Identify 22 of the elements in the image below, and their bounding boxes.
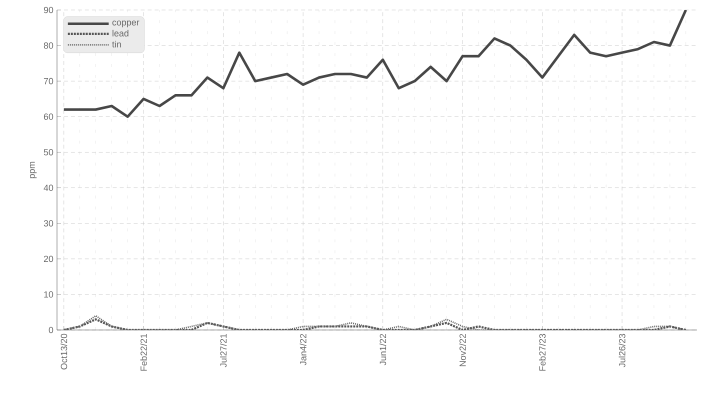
- x-tick-label: Feb22/21: [140, 334, 147, 371]
- legend-label: lead: [112, 30, 128, 36]
- y-tick-label: 80: [44, 42, 54, 49]
- y-tick-label: 30: [44, 220, 54, 227]
- x-tick-label: Nov2/22: [459, 334, 466, 366]
- y-tick-label: 20: [44, 256, 54, 262]
- y-tick-label: 50: [44, 149, 54, 156]
- legend-label: tin: [112, 40, 121, 48]
- y-tick-label: 10: [44, 291, 54, 298]
- legend-label: copper: [112, 20, 140, 28]
- y-tick-label: 60: [44, 113, 54, 120]
- x-tick-label: Jun1/22: [380, 334, 386, 366]
- y-tick-label: 70: [44, 78, 54, 84]
- x-tick-label: Jul26/23: [618, 334, 626, 368]
- x-tick-label: Feb27/23: [539, 334, 546, 371]
- y-tick-label: 40: [44, 184, 54, 191]
- x-tick-label: Oct13/20: [60, 334, 68, 370]
- x-tick-label: Jan4/22: [300, 334, 306, 366]
- y-tick-label: 90: [44, 6, 54, 14]
- y-axis-title: ppm: [30, 162, 37, 178]
- x-tick-label: Jul27/21: [220, 334, 227, 368]
- y-tick-label: 0: [48, 326, 54, 334]
